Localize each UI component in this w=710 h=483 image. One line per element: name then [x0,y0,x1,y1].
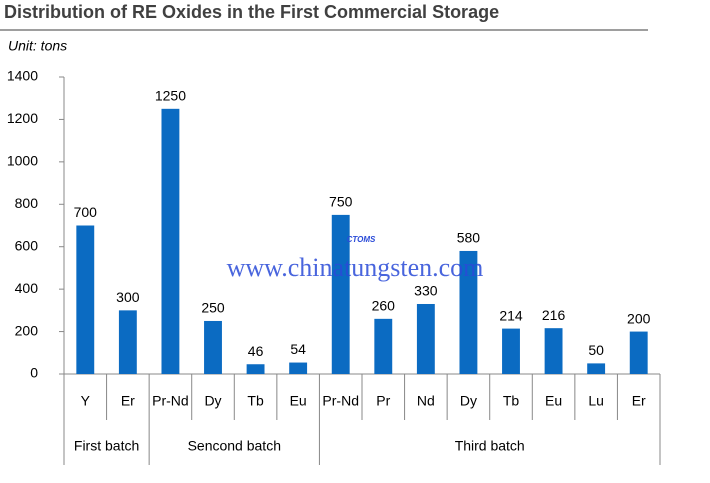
bar [416,303,435,374]
x-tick-label: Er [632,393,646,409]
unit-label: Unit: tons [8,38,67,54]
y-tick-label: 0 [30,365,38,381]
value-label: 700 [74,204,98,220]
bar [544,328,563,374]
bar [374,318,393,374]
bar [289,362,308,374]
value-label: 750 [329,194,353,210]
y-tick-label: 800 [15,195,39,211]
y-tick-label: 1200 [7,110,38,126]
watermark: www.chinatungsten.com [227,253,484,282]
x-tick-label: Pr [376,393,390,409]
x-tick-label: Tb [503,393,520,409]
y-tick-label: 200 [15,322,39,338]
value-label: 580 [457,230,481,246]
x-tick-label: Y [81,393,91,409]
value-label: 1250 [155,88,186,104]
value-label: 54 [290,341,306,357]
bar [246,364,265,374]
value-label: 260 [372,298,396,314]
x-tick-label: Pr-Nd [322,393,359,409]
x-tick-label: Dy [460,393,477,409]
y-tick-label: 1000 [7,153,38,169]
value-label: 216 [542,307,566,323]
x-tick-label: Lu [588,393,604,409]
x-tick-label: Dy [204,393,221,409]
group-label: Third batch [455,438,525,454]
value-label: 50 [588,342,604,358]
bar [502,328,520,374]
value-label: 46 [248,343,264,359]
bar [587,363,606,374]
x-tick-label: Tb [247,393,264,409]
y-tick-label: 400 [15,280,39,296]
x-tick-label: Eu [545,393,562,409]
value-label: 250 [201,300,225,316]
bar [629,331,648,374]
bar [161,108,180,375]
bar [459,250,478,374]
logo-text: CTOMS [347,235,376,244]
x-tick-label: Eu [290,393,307,409]
bar [204,320,222,374]
x-tick-label: Er [121,393,135,409]
bar [76,225,95,374]
y-tick-label: 600 [15,237,39,253]
chart-title: Distribution of RE Oxides in the First C… [4,2,499,22]
value-label: 330 [414,283,438,299]
y-tick-label: 1400 [7,68,38,84]
x-tick-label: Nd [417,393,435,409]
value-label: 200 [627,310,651,326]
group-label: Sencond batch [188,438,281,454]
value-label: 214 [499,307,523,323]
group-label: First batch [74,438,139,454]
bar [331,214,350,374]
bar [118,310,137,374]
x-tick-label: Pr-Nd [152,393,189,409]
value-label: 300 [116,289,140,305]
